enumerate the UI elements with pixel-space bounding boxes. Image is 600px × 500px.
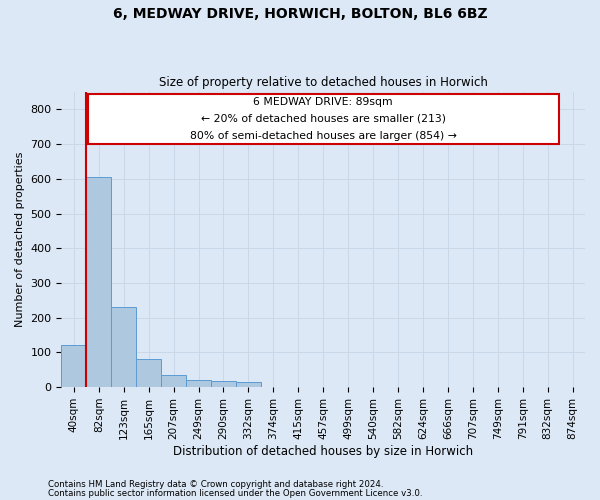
Text: 6, MEDWAY DRIVE, HORWICH, BOLTON, BL6 6BZ: 6, MEDWAY DRIVE, HORWICH, BOLTON, BL6 6B…	[113, 8, 487, 22]
Text: 80% of semi-detached houses are larger (854) →: 80% of semi-detached houses are larger (…	[190, 132, 457, 141]
Bar	[86, 177, 111, 387]
Text: Contains HM Land Registry data © Crown copyright and database right 2024.: Contains HM Land Registry data © Crown c…	[48, 480, 383, 489]
X-axis label: Distribution of detached houses by size in Horwich: Distribution of detached houses by size …	[173, 444, 473, 458]
Bar	[236, 382, 261, 387]
Y-axis label: Number of detached properties: Number of detached properties	[15, 152, 25, 328]
FancyBboxPatch shape	[88, 94, 559, 144]
Text: ← 20% of detached houses are smaller (213): ← 20% of detached houses are smaller (21…	[201, 114, 446, 124]
Bar	[161, 375, 186, 387]
Text: Contains public sector information licensed under the Open Government Licence v3: Contains public sector information licen…	[48, 489, 422, 498]
Title: Size of property relative to detached houses in Horwich: Size of property relative to detached ho…	[159, 76, 488, 90]
Bar	[111, 308, 136, 387]
Bar	[211, 381, 236, 387]
Bar	[186, 380, 211, 387]
Bar	[136, 360, 161, 387]
Text: 6 MEDWAY DRIVE: 89sqm: 6 MEDWAY DRIVE: 89sqm	[253, 96, 393, 106]
Bar	[61, 346, 86, 387]
